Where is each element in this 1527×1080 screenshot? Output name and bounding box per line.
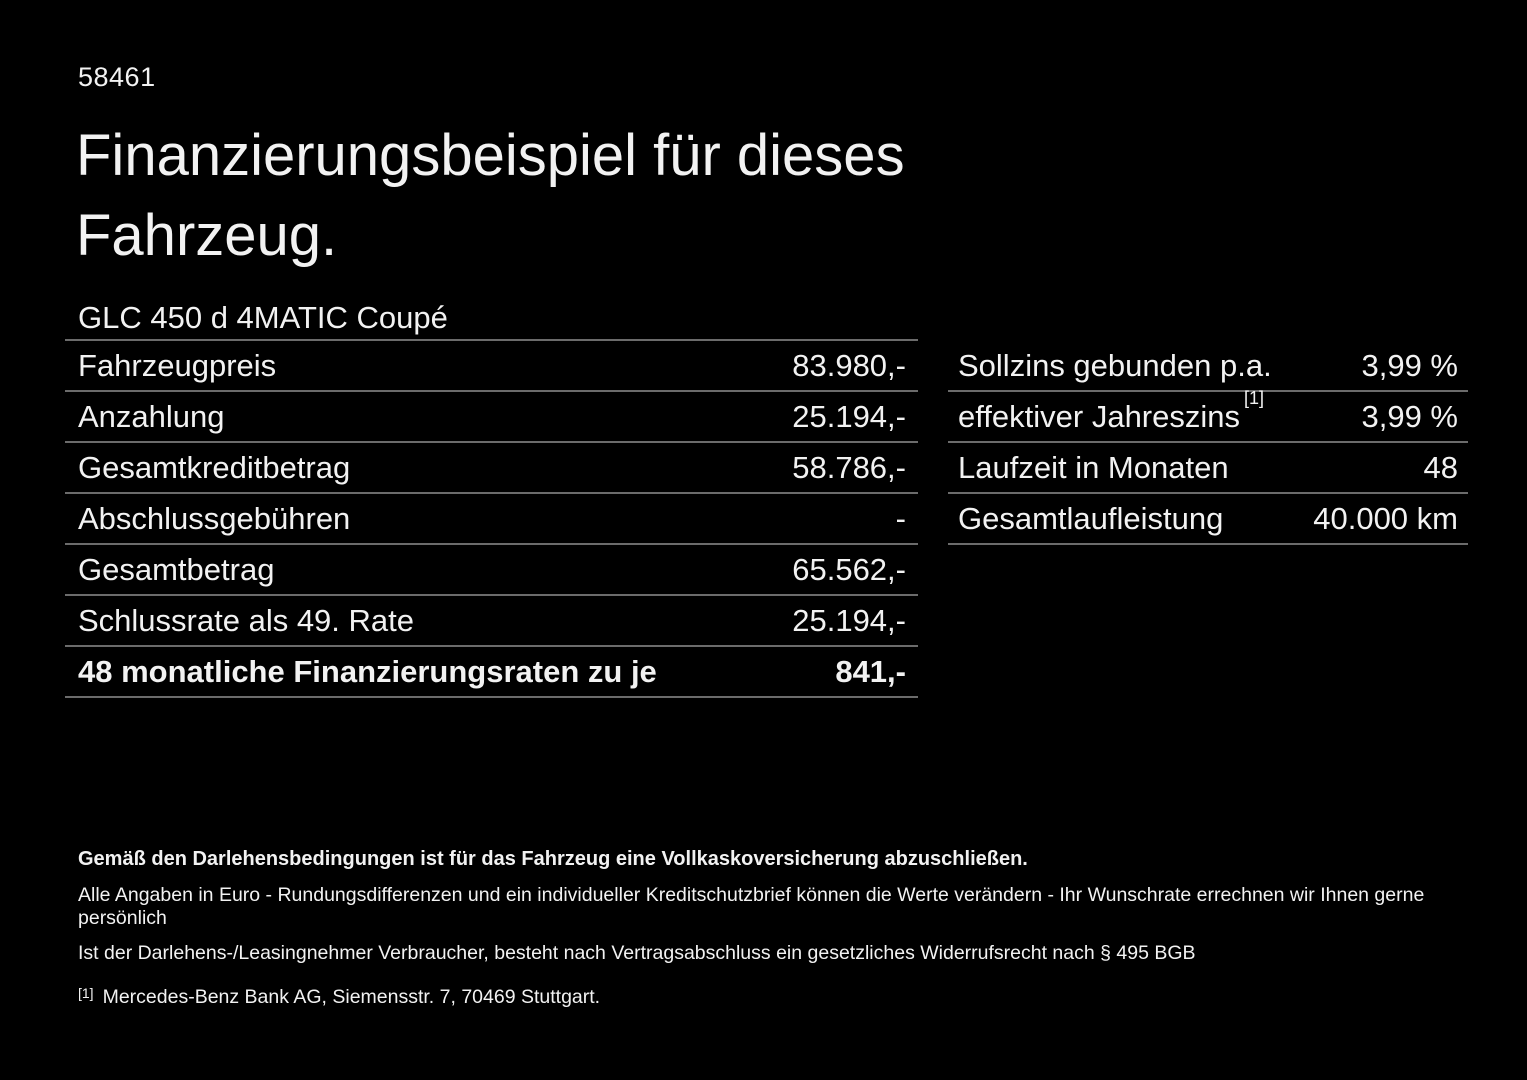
row-value: - xyxy=(895,500,906,536)
rounding-note: Alle Angaben in Euro - Rundungsdifferenz… xyxy=(78,884,1425,929)
row-label: Anzahlung xyxy=(78,398,225,434)
conditions-table: Sollzins gebunden p.a. 3,99 % effektiver… xyxy=(948,341,1468,545)
row-label: Sollzins gebunden p.a. xyxy=(958,347,1272,383)
row-label: Abschlussgebühren xyxy=(78,500,351,536)
table-row-gesamtbetrag: Gesamtbetrag 65.562,- xyxy=(65,545,918,596)
table-row-anzahlung: Anzahlung 25.194,- xyxy=(65,392,918,443)
row-value: 65.562,- xyxy=(792,551,906,587)
table-row-schlussrate: Schlussrate als 49. Rate 25.194,- xyxy=(65,596,918,647)
withdrawal-note: Ist der Darlehens-/Leasingnehmer Verbrau… xyxy=(78,942,1196,964)
row-value: 3,99 % xyxy=(1361,347,1458,383)
document-number: 58461 xyxy=(78,62,156,92)
insurance-note: Gemäß den Darlehensbedingungen ist für d… xyxy=(78,848,1028,870)
table-row-gesamtlaufleistung: Gesamtlaufleistung 40.000 km xyxy=(948,494,1468,545)
row-label: Schlussrate als 49. Rate xyxy=(78,602,415,638)
row-label: 48 monatliche Finanzierungsraten zu je xyxy=(78,653,657,689)
row-value: 25.194,- xyxy=(792,398,906,434)
row-label: Gesamtbetrag xyxy=(78,551,275,587)
row-value: 83.980,- xyxy=(792,347,906,383)
footnote-bank: [1] Mercedes-Benz Bank AG, Siemensstr. 7,… xyxy=(78,985,1468,1009)
row-value: 48 xyxy=(1423,449,1458,485)
table-row-fahrzeugpreis: Fahrzeugpreis 83.980,- xyxy=(65,341,918,392)
row-label: Gesamtlaufleistung xyxy=(958,500,1224,536)
row-label: Gesamtkreditbetrag xyxy=(78,449,351,485)
table-row-sollzins: Sollzins gebunden p.a. 3,99 % xyxy=(948,341,1468,392)
row-value: 841,- xyxy=(835,653,906,689)
row-value: 25.194,- xyxy=(792,602,906,638)
row-label: Fahrzeugpreis xyxy=(78,347,277,383)
row-value: 40.000 km xyxy=(1313,500,1458,536)
table-row-gesamtkreditbetrag: Gesamtkreditbetrag 58.786,- xyxy=(65,443,918,494)
table-row-effektiver-jahreszins: effektiver Jahreszins[1] 3,99 % xyxy=(948,388,1468,443)
footnote-text: Mercedes-Benz Bank AG, Siemensstr. 7, 70… xyxy=(102,986,601,1008)
row-value: 58.786,- xyxy=(792,449,906,485)
legal-footer: Gemäß den Darlehensbedingungen ist für d… xyxy=(78,848,1468,1009)
table-row-laufzeit: Laufzeit in Monaten 48 xyxy=(948,443,1468,494)
row-value: 3,99 % xyxy=(1361,398,1458,434)
page-title: Finanzierungsbeispiel für dieses Fahrzeu… xyxy=(76,123,905,269)
table-row-abschlussgebuehren: Abschlussgebühren - xyxy=(65,494,918,545)
vehicle-name-header: GLC 450 d 4MATIC Coupé xyxy=(65,296,918,341)
row-label: effektiver Jahreszins[1] xyxy=(958,388,1264,435)
finance-table: GLC 450 d 4MATIC Coupé Fahrzeugpreis 83.… xyxy=(65,296,918,698)
footnote-marker: [1] xyxy=(1244,388,1265,409)
row-label-text: effektiver Jahreszins xyxy=(958,398,1240,434)
table-row-monatsrate: 48 monatliche Finanzierungsraten zu je 8… xyxy=(65,647,918,698)
row-label: Laufzeit in Monaten xyxy=(958,449,1229,485)
footnote-marker: [1] xyxy=(78,985,94,1001)
